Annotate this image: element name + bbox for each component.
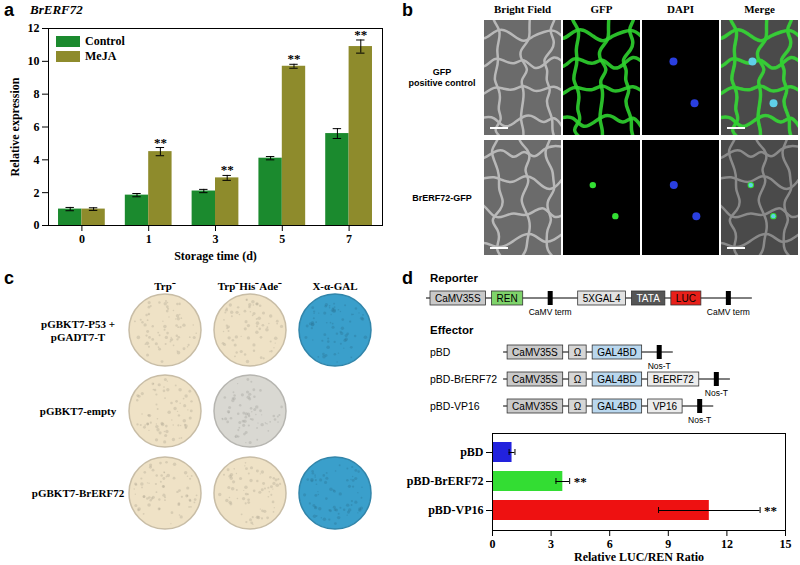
html-text:b: b xyxy=(402,0,413,20)
svg-text:7: 7 xyxy=(346,232,352,246)
svg-text:pBD-BrERF72: pBD-BrERF72 xyxy=(430,373,497,385)
svg-text:0: 0 xyxy=(490,537,496,551)
svg-text:Storage time (d): Storage time (d) xyxy=(174,249,257,263)
svg-text:pBD-VP16: pBD-VP16 xyxy=(428,503,483,517)
svg-text:15: 15 xyxy=(780,537,792,551)
svg-text:GAL4BD: GAL4BD xyxy=(597,374,636,385)
svg-text:pBD: pBD xyxy=(460,445,484,459)
svg-text:6: 6 xyxy=(34,120,40,134)
svg-text:GAL4BD: GAL4BD xyxy=(597,347,636,358)
svg-text:Nos-T: Nos-T xyxy=(688,415,711,425)
svg-text:**: ** xyxy=(154,135,167,150)
svg-text:BrERF72-GFP: BrERF72-GFP xyxy=(412,193,472,203)
svg-text:GAL4BD: GAL4BD xyxy=(597,401,636,412)
svg-text:Reporter: Reporter xyxy=(430,272,478,284)
svg-text:TATA: TATA xyxy=(637,293,661,304)
svg-text:**: ** xyxy=(221,162,234,177)
svg-text:CaMV term: CaMV term xyxy=(529,307,572,317)
svg-text:9: 9 xyxy=(665,537,672,551)
svg-text:8: 8 xyxy=(34,87,40,101)
html-text:a: a xyxy=(4,0,14,20)
html-text:d: d xyxy=(402,268,413,288)
svg-text:6: 6 xyxy=(606,537,613,551)
svg-text:**: ** xyxy=(574,474,587,489)
svg-text:Merge: Merge xyxy=(744,3,775,15)
svg-text:CaMV35S: CaMV35S xyxy=(435,293,481,304)
svg-text:1: 1 xyxy=(146,232,152,246)
svg-text:pBD-VP16: pBD-VP16 xyxy=(430,400,480,412)
svg-text:VP16: VP16 xyxy=(653,401,678,412)
svg-text:Bright Field: Bright Field xyxy=(494,3,551,15)
svg-text:REN: REN xyxy=(497,293,518,304)
svg-text:Relative expression: Relative expression xyxy=(8,77,22,176)
svg-text:Relative LUC/REN Ratio: Relative LUC/REN Ratio xyxy=(574,550,704,564)
svg-text:Ω: Ω xyxy=(574,347,582,358)
html-text:BrERF72: BrERF72 xyxy=(30,2,83,17)
svg-text:CaMV term: CaMV term xyxy=(707,307,750,317)
html-text:c: c xyxy=(4,268,14,288)
svg-text:Ω: Ω xyxy=(574,374,582,385)
svg-text:12: 12 xyxy=(721,537,733,551)
svg-text:**: ** xyxy=(764,503,777,518)
svg-text:pGBKT7-P53 +pGADT7-T: pGBKT7-P53 +pGADT7-T xyxy=(41,318,115,343)
svg-text:GFPpositive control: GFPpositive control xyxy=(408,67,475,88)
svg-text:**: ** xyxy=(354,27,367,42)
svg-text:2: 2 xyxy=(34,186,40,200)
svg-text:CaMV35S: CaMV35S xyxy=(512,347,558,358)
svg-text:CaMV35S: CaMV35S xyxy=(512,401,558,412)
svg-text:5XGAL4: 5XGAL4 xyxy=(583,293,621,304)
svg-text:GFP: GFP xyxy=(591,3,613,15)
html-text:Control: Control xyxy=(85,34,125,48)
svg-text:0: 0 xyxy=(34,218,40,232)
svg-text:Nos-T: Nos-T xyxy=(648,361,671,371)
svg-text:Ω: Ω xyxy=(574,401,582,412)
svg-text:12: 12 xyxy=(28,21,40,35)
svg-text:4: 4 xyxy=(34,153,40,167)
svg-text:5: 5 xyxy=(279,232,285,246)
svg-text:Effector: Effector xyxy=(430,324,474,336)
svg-text:3: 3 xyxy=(213,232,219,246)
svg-text:Trp⁻: Trp⁻ xyxy=(154,280,176,292)
svg-text:CaMV35S: CaMV35S xyxy=(512,374,558,385)
svg-text:3: 3 xyxy=(548,537,554,551)
svg-text:X-α-GAL: X-α-GAL xyxy=(312,280,357,292)
svg-text:DAPI: DAPI xyxy=(667,3,694,15)
svg-text:10: 10 xyxy=(28,54,40,68)
svg-text:Trp⁻His⁻Ade⁻: Trp⁻His⁻Ade⁻ xyxy=(218,280,282,292)
svg-text:pGBKT7-empty: pGBKT7-empty xyxy=(40,405,117,417)
svg-text:BrERF72: BrERF72 xyxy=(653,374,695,385)
svg-text:**: ** xyxy=(287,51,300,66)
svg-text:LUC: LUC xyxy=(676,293,696,304)
svg-text:Nos-T: Nos-T xyxy=(705,388,728,398)
svg-text:pBD-BrERF72: pBD-BrERF72 xyxy=(407,474,484,488)
svg-text:pGBKT7-BrERF72: pGBKT7-BrERF72 xyxy=(32,487,125,499)
svg-text:0: 0 xyxy=(79,232,85,246)
html-text:MeJA: MeJA xyxy=(85,49,117,63)
svg-text:pBD: pBD xyxy=(430,346,451,358)
